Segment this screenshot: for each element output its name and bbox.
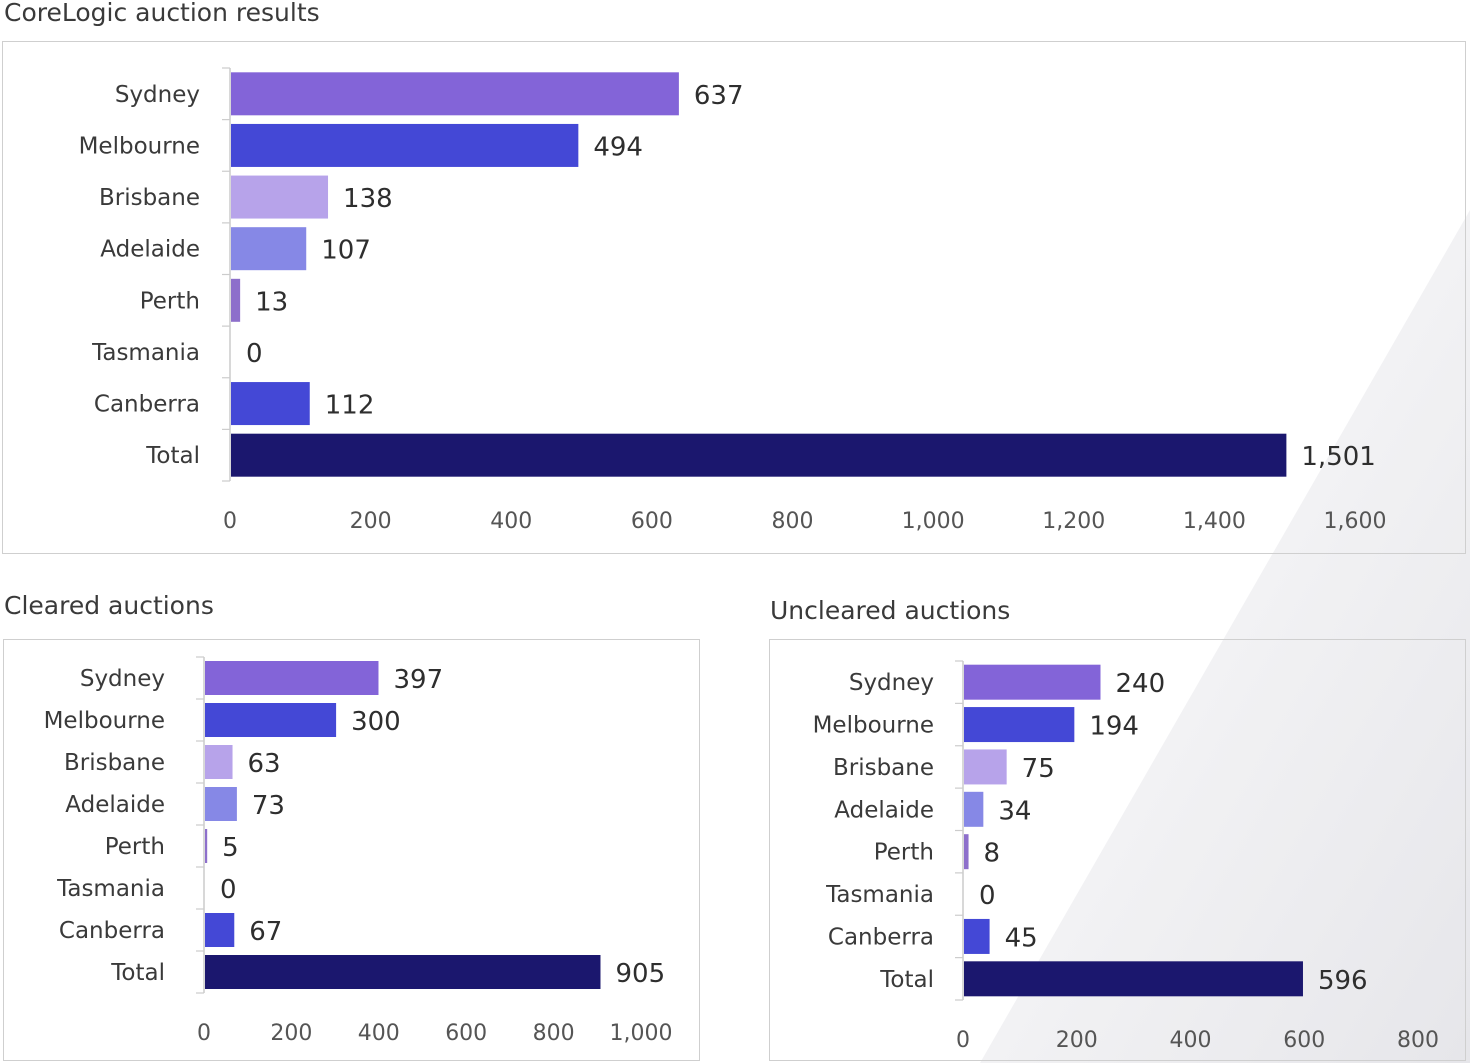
category-label: Brisbane (833, 755, 934, 781)
chart-panel-cleared-auctions (3, 639, 700, 1061)
bar-canberra (231, 382, 310, 426)
x-tick-label: 1,000 (610, 1021, 673, 1046)
data-label: 0 (220, 875, 237, 905)
data-label: 397 (393, 665, 443, 695)
x-tick-label: 800 (533, 1021, 575, 1046)
bar-adelaide (205, 787, 237, 821)
category-label: Adelaide (834, 797, 934, 823)
category-label: Melbourne (813, 713, 934, 739)
bar-total (205, 955, 601, 989)
category-label: Total (879, 967, 934, 993)
x-tick-label: 200 (270, 1021, 312, 1046)
data-label: 300 (351, 707, 401, 737)
category-label: Total (110, 960, 165, 986)
bar-canberra (205, 913, 235, 947)
category-label: Canberra (828, 924, 934, 950)
data-label: 194 (1089, 712, 1139, 742)
category-label: Tasmania (825, 882, 934, 908)
chart-panel-auction-results (2, 41, 1466, 554)
bar-canberra (964, 918, 990, 954)
bar-brisbane (964, 749, 1007, 785)
bar-melbourne (205, 703, 337, 737)
category-label: Melbourne (44, 708, 165, 734)
chart-title-uncleared-auctions: Uncleared auctions (770, 596, 1011, 625)
data-label: 637 (694, 81, 744, 111)
x-tick-label: 400 (490, 509, 532, 534)
data-label: 494 (593, 132, 643, 162)
data-label: 73 (252, 791, 285, 821)
data-label: 67 (249, 917, 282, 947)
x-tick-label: 400 (1170, 1028, 1212, 1053)
data-label: 112 (325, 391, 375, 421)
x-tick-label: 200 (350, 509, 392, 534)
bar-brisbane (205, 745, 233, 779)
data-label: 0 (246, 339, 263, 369)
data-label: 240 (1116, 669, 1166, 699)
data-label: 0 (979, 881, 996, 911)
bar-perth (205, 829, 208, 863)
x-tick-label: 1,400 (1183, 509, 1246, 534)
category-label: Tasmania (91, 340, 200, 366)
x-tick-label: 1,600 (1324, 509, 1387, 534)
category-label: Melbourne (79, 133, 200, 159)
bar-adelaide (964, 791, 984, 827)
data-label: 138 (343, 184, 393, 214)
x-tick-label: 0 (223, 509, 237, 534)
data-label: 34 (998, 796, 1031, 826)
x-tick-label: 400 (358, 1021, 400, 1046)
category-label: Brisbane (64, 750, 165, 776)
x-tick-label: 600 (1283, 1028, 1325, 1053)
bar-perth (231, 278, 241, 322)
category-label: Canberra (94, 392, 200, 418)
data-label: 596 (1318, 966, 1368, 996)
category-label: Sydney (115, 82, 200, 108)
category-label: Sydney (849, 670, 934, 696)
category-label: Perth (105, 834, 165, 860)
bar-brisbane (231, 175, 329, 219)
x-tick-label: 1,200 (1042, 509, 1105, 534)
bar-total (231, 433, 1287, 477)
bar-sydney (205, 661, 379, 695)
bar-adelaide (231, 227, 307, 271)
category-label: Canberra (59, 918, 165, 944)
bar-perth (964, 834, 969, 870)
data-label: 1,501 (1301, 442, 1375, 472)
category-label: Adelaide (100, 237, 200, 263)
category-label: Adelaide (65, 792, 165, 818)
chart-title-auction-results: CoreLogic auction results (4, 0, 320, 27)
data-label: 75 (1022, 754, 1055, 784)
data-label: 45 (1005, 923, 1038, 953)
bar-melbourne (964, 707, 1075, 743)
x-tick-label: 1,000 (902, 509, 965, 534)
x-tick-label: 600 (445, 1021, 487, 1046)
bar-sydney (964, 664, 1101, 700)
data-label: 63 (248, 749, 281, 779)
data-label: 107 (321, 236, 371, 266)
data-label: 5 (222, 833, 239, 863)
bar-melbourne (231, 123, 579, 167)
bar-sydney (231, 72, 679, 116)
chart-panel-uncleared-auctions (769, 639, 1466, 1061)
category-label: Sydney (80, 666, 165, 692)
category-label: Perth (140, 288, 200, 314)
data-label: 13 (255, 287, 288, 317)
chart-title-cleared-auctions: Cleared auctions (4, 591, 214, 620)
x-tick-label: 800 (772, 509, 814, 534)
data-label: 8 (984, 839, 1001, 869)
category-label: Brisbane (99, 185, 200, 211)
category-label: Perth (874, 840, 934, 866)
x-tick-label: 800 (1397, 1028, 1439, 1053)
bar-total (964, 961, 1303, 997)
category-label: Total (145, 443, 200, 469)
data-label: 905 (615, 959, 665, 989)
x-tick-label: 600 (631, 509, 673, 534)
category-label: Tasmania (56, 876, 165, 902)
x-tick-label: 200 (1056, 1028, 1098, 1053)
x-tick-label: 0 (197, 1021, 211, 1046)
x-tick-label: 0 (956, 1028, 970, 1053)
